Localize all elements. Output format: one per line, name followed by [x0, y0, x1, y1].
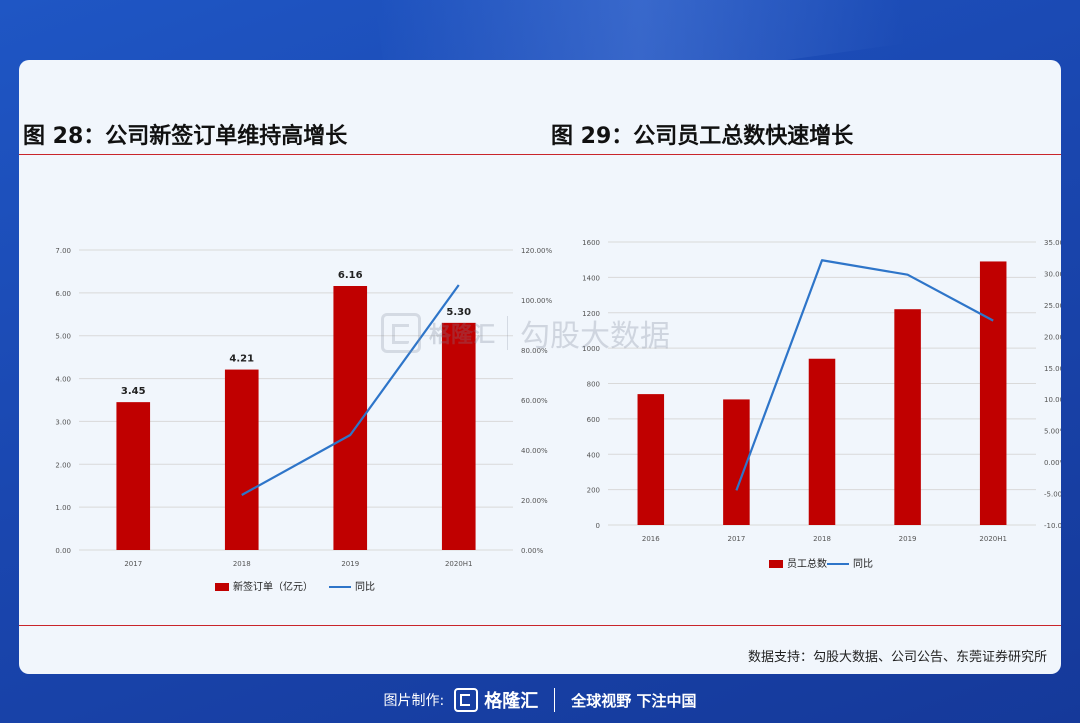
x-tick-label: 2016	[642, 535, 660, 543]
legend-bar-label: 员工总数	[787, 557, 827, 570]
legend-line-label: 同比	[853, 558, 873, 570]
watermark-text: 勾股大数据	[520, 319, 671, 354]
y-right-tick-label: 120.00%	[521, 247, 552, 255]
x-tick-label: 2017	[124, 560, 142, 568]
legend-bar-swatch	[769, 560, 783, 568]
y-left-tick-label: 0.00	[55, 547, 71, 555]
y-left-tick-label: 6.00	[55, 290, 71, 298]
x-tick-label: 2019	[899, 535, 917, 543]
x-tick-label: 2018	[813, 535, 831, 543]
footer-logo: 格隆汇	[454, 687, 538, 713]
y-left-tick-label: 2.00	[55, 461, 71, 469]
watermark-brand: 格隆汇	[429, 323, 496, 348]
y-left-tick-label: 1.00	[55, 504, 71, 512]
y-right-tick-label: 25.00%	[1044, 302, 1061, 310]
figure-29-title: 图 29：公司员工总数快速增长	[551, 124, 854, 149]
y-left-tick-label: 1200	[582, 310, 600, 318]
y-left-tick-label: 600	[587, 416, 600, 424]
y-left-tick-label: 800	[587, 381, 600, 389]
footer-brand: 格隆汇	[484, 691, 539, 712]
bar	[116, 402, 151, 550]
legend-bar-label: 新签订单（亿元）	[233, 580, 313, 593]
chart-employees: 0 200 400 600 800 1000 1200 1400 1600 -10.00% -5.0…	[582, 239, 1061, 570]
bar	[441, 322, 476, 550]
y-left-tick-label: 200	[587, 487, 600, 495]
bar	[808, 358, 836, 525]
y-left-tick-label: 5.00	[55, 333, 71, 341]
bar	[979, 261, 1007, 525]
y-left-tick-label: 7.00	[55, 247, 71, 255]
bar-value-label: 5.30	[446, 307, 471, 318]
x-tick-label: 2018	[233, 560, 251, 568]
y-right-tick-label: 15.00%	[1044, 365, 1061, 373]
y-right-tick-label: 100.00%	[521, 297, 552, 305]
y-left-tick-label: 3.00	[55, 418, 71, 426]
footer-bar: 图片制作: 格隆汇 全球视野 下注中国	[0, 683, 1080, 717]
watermark-logo-icon	[381, 313, 421, 353]
bar-value-label: 6.16	[338, 270, 363, 281]
y-left-tick-label: 1000	[582, 345, 600, 353]
watermark-divider	[507, 316, 509, 350]
y-right-tick-label: 80.00%	[521, 347, 548, 355]
watermark: 格隆汇 勾股大数据	[381, 313, 671, 354]
figure-28-title: 图 28：公司新签订单维持高增长	[23, 124, 348, 149]
y-right-tick-label: -5.00%	[1044, 491, 1061, 499]
y-right-tick-label: 20.00%	[521, 497, 548, 505]
y-left-tick-label: 400	[587, 451, 600, 459]
y-right-tick-label: 30.00%	[1044, 270, 1061, 278]
y-right-tick-label: 5.00%	[1044, 428, 1061, 436]
footer-made-label: 图片制作:	[383, 693, 445, 709]
y-left-tick-label: 1600	[582, 239, 600, 247]
report-card: 图 28：公司新签订单维持高增长 图 29：公司员工总数快速增长 0.00 1.0…	[19, 60, 1061, 674]
gelonghui-logo-icon	[454, 688, 479, 712]
chart-new-orders: 0.00 1.00 2.00 3.00 4.00 5.00 6.00 7.00 0.00% 20.…	[55, 247, 552, 593]
legend-bar-swatch	[215, 583, 229, 591]
y-right-tick-label: 40.00%	[521, 447, 548, 455]
y-right-tick-label: 20.00%	[1044, 333, 1061, 341]
x-tick-label: 2019	[341, 560, 359, 568]
footer-divider-line	[554, 688, 556, 712]
y-left-tick-label: 0	[596, 522, 600, 530]
bar	[894, 309, 921, 525]
title-divider	[19, 154, 1061, 155]
line-series-yoy	[735, 259, 994, 491]
legend-line-label: 同比	[355, 581, 375, 593]
x-tick-label: 2017	[727, 535, 745, 543]
y-right-tick-label: -10.00%	[1044, 522, 1061, 530]
x-tick-label: 2020H1	[445, 560, 473, 568]
bar	[723, 399, 750, 525]
bar	[224, 369, 259, 550]
y-right-tick-label: 60.00%	[521, 397, 548, 405]
footer-slogan: 全球视野 下注中国	[571, 691, 697, 710]
y-right-tick-label: 0.00%	[521, 547, 544, 555]
y-right-tick-label: 10.00%	[1044, 396, 1061, 404]
bar	[637, 394, 665, 525]
y-left-tick-label: 4.00	[55, 376, 71, 384]
footer-divider	[19, 625, 1061, 626]
source-note: 数据支持：勾股大数据、公司公告、东莞证券研究所	[747, 650, 1047, 665]
bar-value-label: 3.45	[121, 386, 146, 397]
y-right-tick-label: 0.00%	[1044, 459, 1061, 467]
y-left-tick-label: 1400	[582, 274, 600, 282]
x-tick-label: 2020H1	[979, 535, 1007, 543]
y-right-tick-label: 35.00%	[1044, 239, 1061, 247]
bar-value-label: 4.21	[229, 354, 254, 365]
